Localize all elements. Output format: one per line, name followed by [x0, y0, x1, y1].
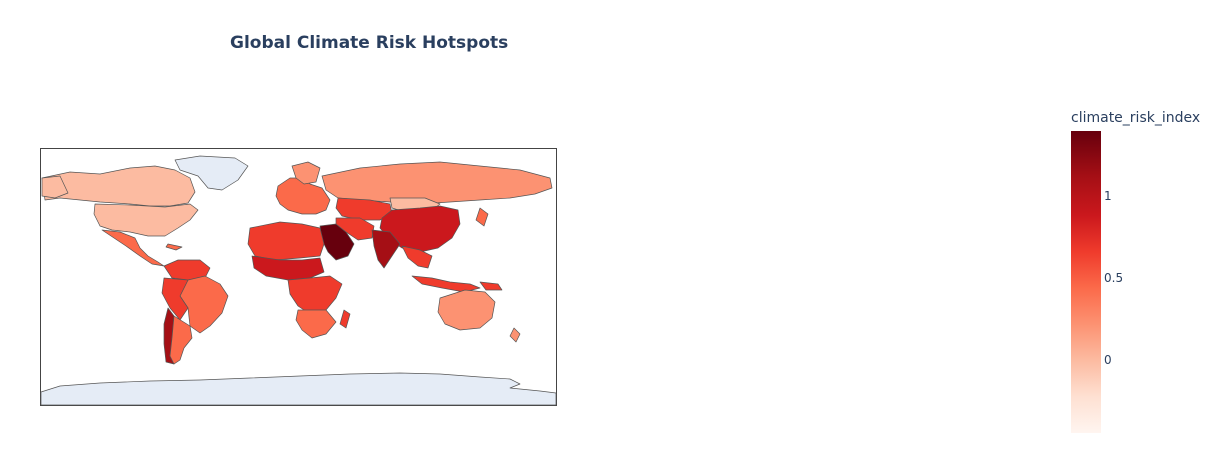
- region-new-guinea[interactable]: [479, 281, 503, 291]
- region-central-asia[interactable]: [335, 197, 393, 221]
- world-choropleth-map[interactable]: [40, 148, 557, 406]
- region-north-africa[interactable]: [247, 221, 325, 261]
- region-alaska[interactable]: [41, 175, 69, 199]
- region-greenland[interactable]: [174, 155, 249, 191]
- colorbar: [1071, 131, 1101, 433]
- colorbar-tick-0-5: 0.5: [1104, 271, 1124, 285]
- colorbar-tick-1: 1: [1104, 189, 1112, 203]
- region-southern-africa[interactable]: [295, 309, 337, 339]
- region-australia[interactable]: [437, 289, 496, 331]
- region-caribbean[interactable]: [165, 243, 183, 251]
- region-iran[interactable]: [335, 217, 375, 241]
- region-canada[interactable]: [41, 165, 196, 207]
- region-west-africa[interactable]: [251, 255, 325, 281]
- region-scandinavia[interactable]: [291, 161, 321, 185]
- chart-title: Global Climate Risk Hotspots: [230, 33, 509, 53]
- region-andes[interactable]: [161, 277, 189, 321]
- region-antarctica[interactable]: [40, 372, 557, 406]
- region-central-africa[interactable]: [287, 275, 343, 315]
- region-north-south-america[interactable]: [163, 259, 211, 281]
- colorbar-title: climate_risk_index: [1071, 110, 1201, 126]
- region-usa[interactable]: [93, 203, 199, 237]
- region-mexico[interactable]: [101, 229, 165, 267]
- colorbar-tick-0: 0: [1104, 353, 1112, 367]
- region-new-zealand[interactable]: [509, 327, 521, 343]
- region-china[interactable]: [379, 205, 461, 253]
- region-madagascar[interactable]: [339, 309, 351, 329]
- region-se-asia[interactable]: [401, 245, 433, 269]
- region-japan[interactable]: [475, 207, 489, 227]
- region-india[interactable]: [371, 229, 401, 269]
- region-indonesia[interactable]: [411, 275, 481, 293]
- region-argentina[interactable]: [169, 315, 193, 365]
